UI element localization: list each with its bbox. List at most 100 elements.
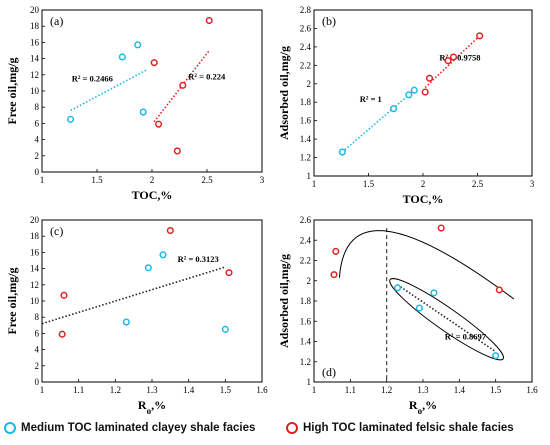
y-tick-label: 14 <box>30 264 40 274</box>
y-tick-label: 12 <box>30 70 39 80</box>
y-tick-label: 2.2 <box>300 60 311 70</box>
data-point-medium <box>159 251 167 259</box>
data-point-medium <box>134 41 142 49</box>
plot-frame <box>41 9 263 173</box>
x-tick-label: 1.2 <box>381 385 392 395</box>
x-axis-label: Ro,% <box>138 398 166 416</box>
data-point-high <box>150 59 158 67</box>
y-tick-label: 1.2 <box>300 357 311 367</box>
data-point-high <box>332 247 340 255</box>
x-tick-label: 1.6 <box>256 385 268 395</box>
data-point-medium <box>390 105 398 113</box>
y-tick-label: 6 <box>35 118 40 128</box>
data-point-medium <box>144 264 152 272</box>
data-point-medium <box>122 318 130 326</box>
y-axis-label: Free oil,mg/g <box>5 57 19 124</box>
x-tick-label: 1.5 <box>490 385 502 395</box>
y-tick-label: 2 <box>35 361 40 371</box>
x-tick-label: 1 <box>312 385 317 395</box>
x-tick-label: 1.1 <box>73 385 84 395</box>
y-tick-label: 4 <box>35 135 40 145</box>
data-point-high <box>58 330 66 338</box>
trendline-medium <box>70 69 147 112</box>
x-tick-label: 1.5 <box>220 385 232 395</box>
data-point-high <box>421 88 429 96</box>
y-tick-label: 10 <box>30 296 40 306</box>
data-point-high <box>330 271 338 279</box>
x-tick-label: 1.4 <box>183 385 195 395</box>
plot-frame <box>41 219 263 383</box>
legend-item-high: High TOC laminated felsic shale facies <box>286 422 514 434</box>
x-tick-label: 1.3 <box>417 385 429 395</box>
y-tick-label: 2.4 <box>300 235 312 245</box>
x-tick-label: 2 <box>150 175 155 185</box>
data-point-medium <box>139 108 147 116</box>
y-tick-label: 1.2 <box>300 153 311 163</box>
x-tick-label: 2.5 <box>472 179 484 189</box>
x-tick-label: 2 <box>421 179 426 189</box>
legend: Medium TOC laminated clayey shale facies… <box>0 418 550 442</box>
y-tick-label: 16 <box>30 37 40 47</box>
y-tick-label: 18 <box>30 231 40 241</box>
x-tick-label: 1 <box>312 179 317 189</box>
data-point-medium <box>221 325 229 333</box>
y-tick-label: 2 <box>307 79 312 89</box>
y-tick-label: 2.8 <box>300 5 312 15</box>
trendline <box>397 284 497 353</box>
data-point-high <box>449 53 458 61</box>
x-tick-label: 3 <box>530 179 535 189</box>
data-point-medium <box>415 304 423 312</box>
y-tick-label: 0 <box>35 377 40 387</box>
x-tick-label: 1.5 <box>91 175 103 185</box>
data-point-high <box>173 147 181 155</box>
x-axis-label: TOC,% <box>403 192 444 206</box>
y-tick-label: 2 <box>35 151 40 161</box>
cluster-ellipse <box>389 278 505 361</box>
y-tick-label: 2.2 <box>300 256 311 266</box>
y-tick-label: 20 <box>30 215 40 225</box>
x-axis-label: TOC,% <box>132 188 173 202</box>
panel-c: 0 2 4 6 8 10 12 14 16 18 20 1 1.1 1.2 1.3 1.4 1.5 1.6 Ro,%… <box>5 215 268 416</box>
y-tick-label: 6 <box>35 328 40 338</box>
data-point-high <box>476 32 484 40</box>
x-tick-label: 2.5 <box>201 175 213 185</box>
y-tick-label: 2.4 <box>300 42 312 52</box>
y-tick-label: 1.6 <box>300 316 312 326</box>
data-point-high <box>444 57 452 65</box>
data-point-high <box>495 286 503 294</box>
y-tick-label: 2.6 <box>300 23 312 33</box>
y-tick-label: 1.4 <box>300 337 312 347</box>
trendline-high <box>153 50 210 123</box>
trendline-high-label: R² = 0.9758 <box>439 53 480 63</box>
x-tick-label: 1.4 <box>454 385 466 395</box>
data-point-high <box>225 269 233 277</box>
legend-label-medium: Medium TOC laminated clayey shale facies <box>21 422 256 434</box>
x-axis-label: Ro,% <box>409 398 437 416</box>
data-point-medium <box>492 352 500 360</box>
panel-label: (c) <box>50 224 63 238</box>
trendline <box>41 266 226 325</box>
y-axis-label: Adsorbed oil,mg/g <box>277 254 291 348</box>
y-tick-label: 12 <box>30 280 39 290</box>
y-tick-label: 18 <box>30 21 40 31</box>
panel-label: (b) <box>322 14 336 28</box>
y-tick-label: 20 <box>30 5 40 15</box>
data-point-high <box>166 226 174 235</box>
data-point-medium <box>118 53 126 61</box>
y-tick-label: 8 <box>35 312 40 322</box>
y-tick-label: 8 <box>35 102 40 112</box>
y-tick-label: 1.8 <box>300 296 312 306</box>
y-tick-label: 1 <box>307 377 312 387</box>
trendline-label: R² = 0.3123 <box>178 254 219 264</box>
legend-label-high: High TOC laminated felsic shale facies <box>303 422 514 434</box>
y-tick-label: 1.4 <box>300 134 312 144</box>
legend-item-medium: Medium TOC laminated clayey shale facies <box>4 422 255 434</box>
panel-b: 1 1.2 1.4 1.6 1.8 2 2.2 2.4 2.6 2.8 1 1.5 2 2.5 3 TOC,%… <box>277 5 535 206</box>
envelope-curve <box>338 230 515 300</box>
data-point-medium <box>430 289 438 297</box>
y-tick-label: 2 <box>307 276 312 286</box>
trendline-high-label: R² = 0.224 <box>188 72 226 82</box>
data-point-medium <box>405 91 413 99</box>
trendline-medium-label: R² = 0.2466 <box>72 73 113 83</box>
